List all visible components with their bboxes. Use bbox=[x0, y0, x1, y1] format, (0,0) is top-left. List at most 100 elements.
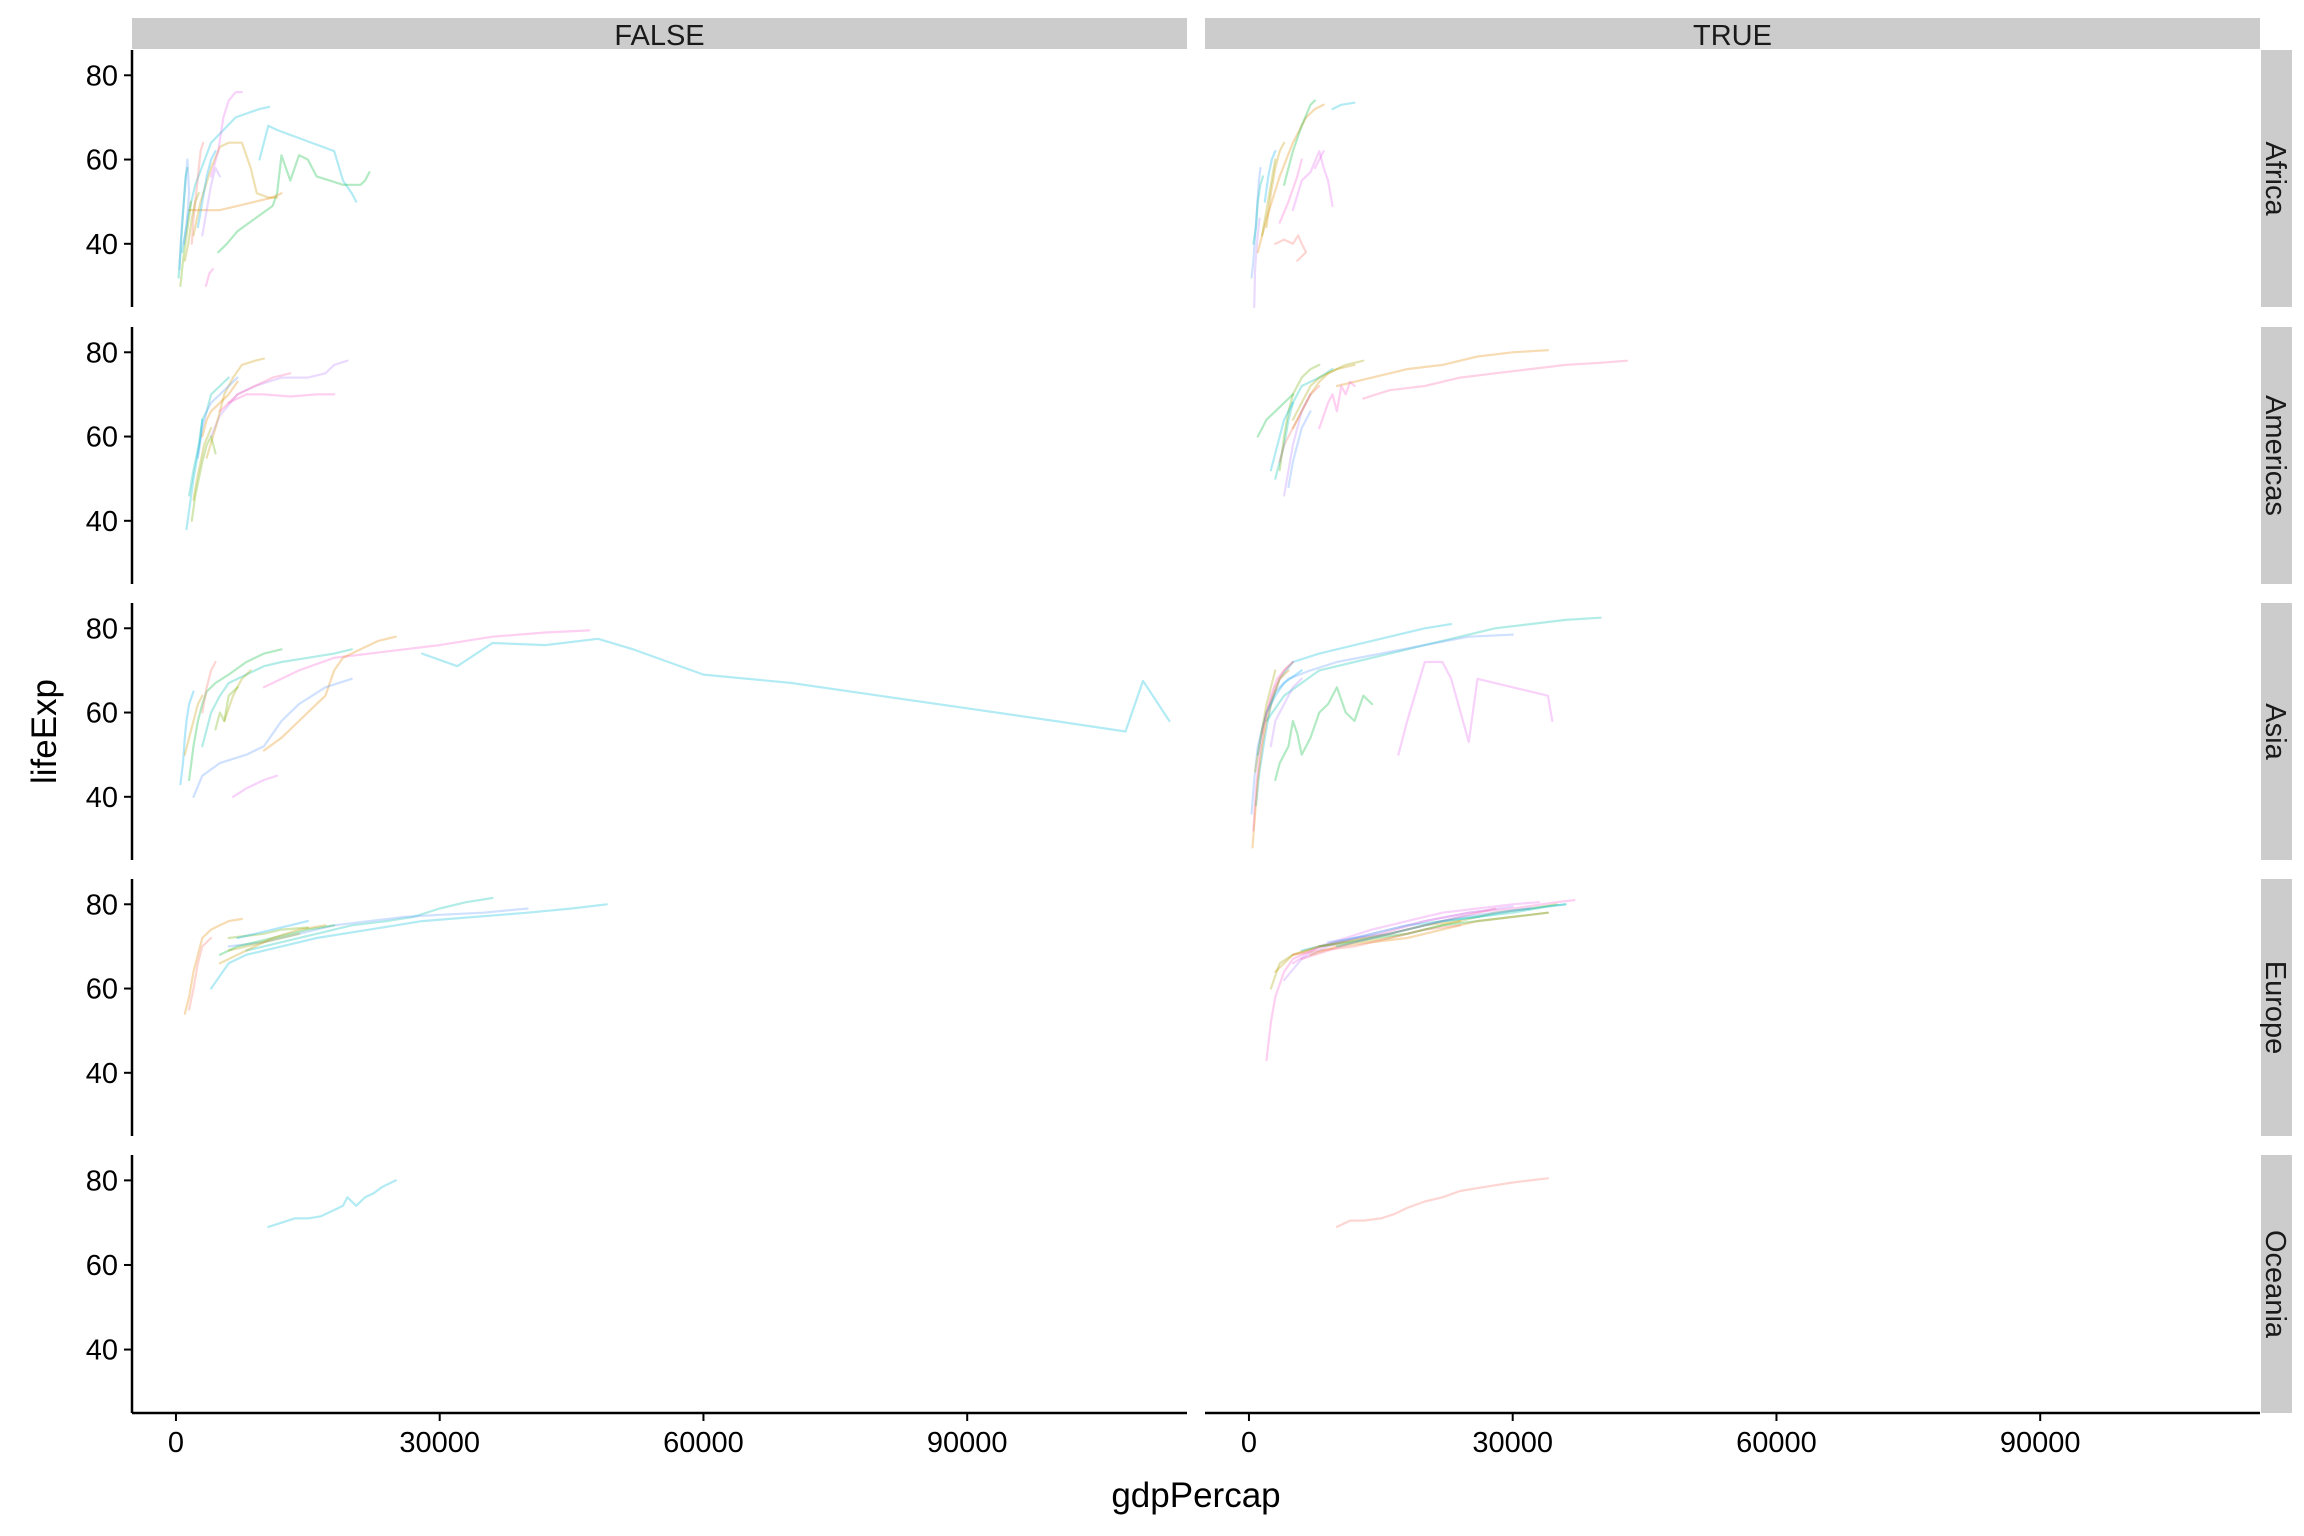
strip-true-label: TRUE bbox=[1693, 20, 1772, 52]
series-line bbox=[1269, 903, 1558, 990]
series-line bbox=[1291, 363, 1356, 430]
series-line bbox=[190, 435, 217, 522]
x-axis-title: gdpPercap bbox=[1111, 1476, 1280, 1515]
series-line bbox=[1274, 368, 1334, 480]
series-line bbox=[210, 359, 349, 438]
series-line bbox=[1318, 911, 1549, 948]
series-line bbox=[201, 380, 239, 438]
series-line bbox=[1269, 401, 1294, 472]
series-line bbox=[1313, 150, 1325, 170]
series-line bbox=[192, 427, 213, 501]
series-line bbox=[1250, 166, 1262, 279]
series-line bbox=[179, 200, 192, 287]
series-line bbox=[1254, 623, 1453, 807]
series-line bbox=[210, 91, 243, 178]
series-line bbox=[1278, 158, 1303, 224]
series-line bbox=[217, 154, 371, 254]
series-line bbox=[1278, 363, 1321, 472]
x-tick-label: 30000 bbox=[399, 1427, 480, 1459]
series-line bbox=[1254, 669, 1277, 773]
strip-africa-bg bbox=[2261, 50, 2292, 307]
series-line bbox=[1253, 217, 1261, 309]
series-line bbox=[1265, 141, 1286, 229]
series-line bbox=[223, 669, 252, 723]
y-tick-label: 60 bbox=[86, 145, 118, 177]
series-line bbox=[1291, 901, 1541, 965]
panel-true-americas bbox=[1256, 349, 1629, 497]
series-line bbox=[210, 903, 608, 990]
y-tick-label: 60 bbox=[86, 1250, 118, 1282]
strip-asia-bg bbox=[2261, 603, 2292, 860]
y-tick-label: 60 bbox=[86, 974, 118, 1006]
series-line bbox=[196, 376, 239, 459]
series-line bbox=[201, 166, 221, 237]
series-line bbox=[1250, 633, 1514, 815]
series-line bbox=[227, 393, 336, 404]
series-line bbox=[1335, 903, 1567, 948]
series-line bbox=[232, 774, 279, 798]
series-line bbox=[218, 372, 292, 413]
series-line bbox=[178, 158, 191, 271]
series-line bbox=[1274, 686, 1374, 782]
series-line bbox=[1291, 150, 1334, 212]
series-line bbox=[183, 694, 204, 756]
series-line bbox=[1291, 359, 1365, 421]
panel-false-americas bbox=[185, 357, 349, 531]
panel-false-africa bbox=[177, 91, 371, 287]
series-line bbox=[1261, 158, 1277, 237]
strip-false-bg bbox=[132, 18, 1187, 49]
x-tick-label: 90000 bbox=[2000, 1427, 2081, 1459]
series-line bbox=[1251, 669, 1290, 849]
series-line bbox=[196, 150, 217, 229]
series-line bbox=[188, 192, 283, 212]
series-line bbox=[192, 141, 279, 237]
y-tick-label: 80 bbox=[86, 889, 118, 921]
y-tick-label: 40 bbox=[86, 1058, 118, 1090]
x-tick-label: 60000 bbox=[663, 1427, 744, 1459]
series-line bbox=[188, 648, 283, 782]
series-line bbox=[1291, 924, 1462, 956]
series-line bbox=[1252, 660, 1294, 832]
series-line bbox=[1327, 907, 1532, 944]
series-line bbox=[1283, 99, 1316, 186]
panel-true-africa bbox=[1250, 99, 1356, 309]
series-line bbox=[201, 660, 217, 714]
series-line bbox=[177, 166, 189, 279]
series-line bbox=[188, 936, 213, 1011]
series-line bbox=[192, 677, 353, 798]
panel-false-asia bbox=[179, 629, 1171, 798]
series-line bbox=[1309, 911, 1549, 956]
series-line bbox=[1300, 903, 1567, 952]
panel-true-europe bbox=[1265, 899, 1576, 1062]
series-line bbox=[1256, 669, 1303, 756]
series-line bbox=[1252, 175, 1265, 245]
series-line bbox=[1256, 393, 1294, 438]
series-line bbox=[1278, 384, 1321, 463]
y-tick-label: 40 bbox=[86, 1335, 118, 1367]
y-tick-label: 80 bbox=[86, 613, 118, 645]
series-line bbox=[1269, 677, 1303, 748]
series-line bbox=[1397, 660, 1554, 756]
series-line bbox=[218, 924, 336, 956]
y-tick-label: 40 bbox=[86, 229, 118, 261]
series-line bbox=[1318, 380, 1356, 430]
series-line bbox=[1335, 1177, 1549, 1228]
strip-africa-label: Africa bbox=[2259, 141, 2291, 216]
x-tick-label: 30000 bbox=[1472, 1427, 1553, 1459]
x-tick-label: 90000 bbox=[927, 1427, 1008, 1459]
strip-europe-bg bbox=[2261, 879, 2292, 1136]
series-line bbox=[1274, 234, 1308, 262]
series-line bbox=[262, 629, 591, 689]
panel-false-europe bbox=[183, 896, 608, 1015]
strip-oceania-bg bbox=[2261, 1155, 2292, 1413]
x-tick-label: 0 bbox=[168, 1427, 184, 1459]
series-line bbox=[1256, 103, 1325, 254]
y-tick-label: 60 bbox=[86, 698, 118, 730]
strip-asia-label: Asia bbox=[2259, 703, 2291, 760]
strip-oceania-label: Oceania bbox=[2259, 1230, 2291, 1339]
y-tick-label: 80 bbox=[86, 60, 118, 92]
series-line bbox=[1283, 393, 1312, 497]
series-line bbox=[421, 637, 1171, 733]
y-tick-label: 40 bbox=[86, 506, 118, 538]
